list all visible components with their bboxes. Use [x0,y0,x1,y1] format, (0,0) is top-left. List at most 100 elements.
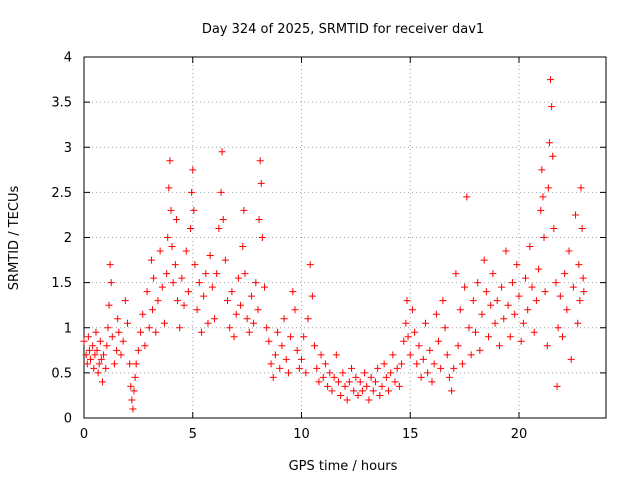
data-point [304,315,312,323]
data-point [541,288,549,296]
data-point [367,373,375,381]
data-point [298,355,305,363]
data-point [389,351,397,359]
data-point [237,301,245,309]
data-point [432,310,440,318]
data-point [547,76,555,84]
data-point [200,292,208,300]
data-point [579,274,587,282]
data-point [250,319,258,327]
data-point [105,301,113,309]
data-point [411,328,419,336]
data-point [324,382,332,390]
data-point [548,103,556,111]
x-tick-label: 5 [189,427,197,442]
data-point [178,274,186,282]
data-point [522,274,530,282]
data-point [149,306,157,314]
data-point [556,292,564,300]
y-tick-label: 3.5 [51,96,72,111]
data-point [552,279,560,287]
data-point [282,355,290,363]
data-point [454,342,462,350]
data-point [448,387,456,395]
data-point [343,396,351,404]
data-point [110,360,118,368]
data-point [267,360,275,368]
data-point [553,382,561,390]
data-point [169,279,177,287]
data-point [435,337,443,345]
data-point [376,391,384,399]
data-point [90,364,98,372]
data-point [195,279,203,287]
data-point [439,297,447,305]
data-point [126,360,134,368]
data-point [174,297,182,305]
data-point [402,319,410,327]
data-point [495,342,503,350]
data-point [289,288,297,296]
data-point [107,279,115,287]
data-point [554,324,562,332]
data-point [245,328,253,336]
data-point [164,234,172,241]
data-point [108,333,116,341]
data-point [98,378,106,386]
data-point [387,369,395,377]
data-point [380,360,388,368]
data-point [350,387,358,395]
data-point [163,270,171,278]
data-point [182,247,190,255]
data-point [96,337,104,345]
data-point [482,288,490,296]
data-point [393,364,401,372]
data-point [184,288,192,296]
data-point [187,224,195,232]
y-axis-label: SRMTID / TECUs [7,186,22,291]
data-points [80,76,588,413]
data-point [156,247,164,255]
data-point [550,224,558,232]
data-point [193,306,201,314]
data-point [371,378,379,386]
data-point [576,297,584,305]
data-point [348,364,356,372]
data-point [374,364,382,372]
data-point [545,139,553,147]
data-point [332,351,340,359]
data-point [580,288,588,296]
data-point [93,346,101,354]
data-point [391,378,399,386]
data-point [119,337,127,345]
data-point [218,148,226,156]
data-point [226,324,234,332]
data-point [230,333,238,341]
data-point [166,157,174,165]
data-point [256,157,264,165]
data-point [274,328,282,336]
data-point [257,179,265,187]
data-point [463,193,471,201]
data-point [114,315,122,323]
y-tick-label: 4 [64,51,72,66]
data-point [278,342,286,350]
data-point [430,360,438,368]
data-point [168,243,176,251]
data-point [293,346,301,354]
data-point [578,224,586,232]
data-point [224,297,232,305]
data-point [540,234,548,241]
y-tick-label: 2.5 [51,186,72,201]
data-point [302,369,310,377]
data-point [472,328,479,336]
data-point [131,373,139,381]
data-point [313,364,321,372]
data-point [400,337,408,345]
data-point [502,247,510,255]
data-point [189,166,197,174]
data-point [515,292,523,300]
data-point [103,342,111,350]
data-point [474,279,482,287]
data-point [308,292,316,300]
